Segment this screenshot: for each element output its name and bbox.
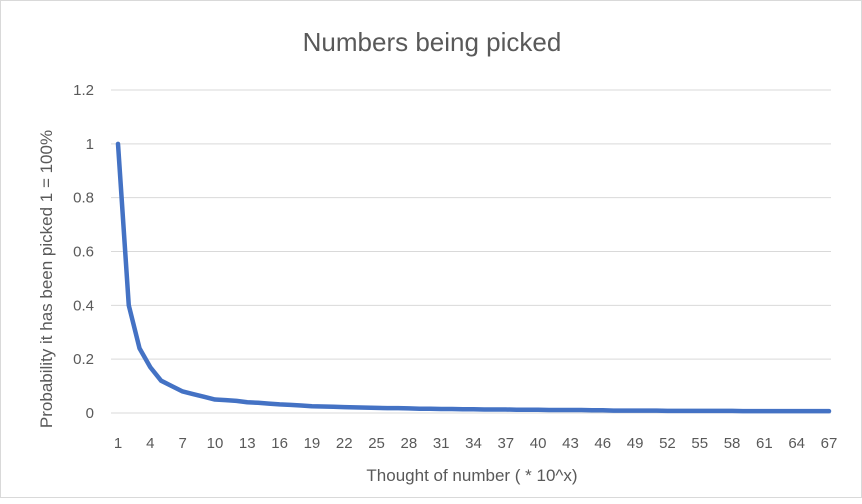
x-tick-label: 61 bbox=[756, 435, 773, 452]
y-tick-label: 0.4 bbox=[73, 297, 94, 314]
x-tick-label: 4 bbox=[146, 435, 154, 452]
x-tick-label: 49 bbox=[627, 435, 644, 452]
y-tick-label: 0.6 bbox=[73, 244, 94, 261]
x-tick-label: 64 bbox=[788, 435, 805, 452]
x-tick-label: 46 bbox=[594, 435, 611, 452]
x-tick-label: 55 bbox=[691, 435, 708, 452]
series-line-0 bbox=[115, 141, 832, 414]
x-tick-label: 10 bbox=[207, 435, 224, 452]
x-tick-label: 22 bbox=[336, 435, 353, 452]
y-tick-label: 1.2 bbox=[73, 82, 94, 99]
x-tick-label: 13 bbox=[239, 435, 256, 452]
y-axis-ticks: 0 0.2 0.4 0.6 0.8 1 1.2 bbox=[73, 82, 94, 422]
x-tick-label: 25 bbox=[368, 435, 385, 452]
x-axis-ticks: 1 4 7 10 13 16 19 22 25 28 31 34 37 40 43 46 49 52 55 58 61 6… bbox=[114, 435, 838, 452]
x-axis-title: Thought of number ( * 10^x) bbox=[366, 466, 577, 485]
x-tick-label: 31 bbox=[433, 435, 450, 452]
x-tick-label: 19 bbox=[304, 435, 321, 452]
y-tick-label: 0.2 bbox=[73, 351, 94, 368]
gridlines bbox=[111, 89, 831, 414]
x-tick-label: 40 bbox=[530, 435, 547, 452]
y-tick-label: 0.8 bbox=[73, 190, 94, 207]
x-tick-label: 37 bbox=[497, 435, 514, 452]
x-tick-label: 28 bbox=[401, 435, 418, 452]
x-tick-label: 67 bbox=[821, 435, 838, 452]
x-tick-label: 34 bbox=[465, 435, 482, 452]
y-tick-label: 0 bbox=[86, 405, 94, 422]
x-tick-label: 1 bbox=[114, 435, 122, 452]
y-axis-title: Probability it has been picked 1 = 100% bbox=[37, 130, 56, 428]
series-layer bbox=[115, 141, 832, 414]
x-tick-label: 7 bbox=[178, 435, 186, 452]
y-tick-label: 1 bbox=[86, 136, 94, 153]
x-tick-label: 52 bbox=[659, 435, 676, 452]
x-tick-label: 16 bbox=[271, 435, 288, 452]
chart-title: Numbers being picked bbox=[303, 27, 562, 57]
x-tick-label: 43 bbox=[562, 435, 579, 452]
x-tick-label: 58 bbox=[724, 435, 741, 452]
